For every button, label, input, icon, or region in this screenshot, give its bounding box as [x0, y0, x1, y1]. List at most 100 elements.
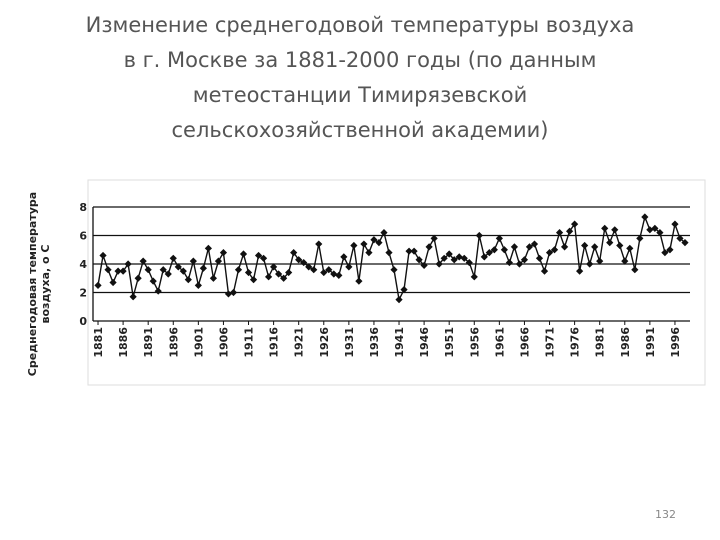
x-tick-label: 1921: [293, 327, 306, 358]
x-tick-label: 1886: [117, 327, 130, 358]
data-point: [410, 247, 418, 255]
data-point: [280, 274, 288, 282]
x-tick-label: 1971: [544, 327, 557, 358]
y-tick-label: 6: [79, 230, 87, 243]
data-point: [229, 288, 238, 297]
title-line: в г. Москве за 1881-2000 годы (по данным: [123, 48, 597, 72]
data-point: [390, 266, 398, 274]
x-tick-label: 1991: [644, 327, 657, 358]
data-point: [510, 243, 519, 251]
data-point: [204, 244, 212, 252]
data-point: [285, 268, 293, 277]
data-point: [555, 229, 564, 237]
x-tick-label: 1891: [142, 327, 155, 358]
data-point: [360, 240, 368, 248]
data-point: [315, 240, 323, 248]
data-point: [591, 243, 599, 251]
x-tick-label: 1911: [243, 327, 256, 358]
data-point: [661, 249, 669, 257]
data-point: [370, 236, 378, 244]
data-point: [475, 231, 483, 240]
x-tick-label: 1896: [167, 327, 180, 358]
data-point: [300, 258, 308, 267]
y-tick-label: 0: [79, 315, 87, 328]
data-point: [365, 249, 373, 257]
data-point: [254, 251, 263, 260]
data-point: [535, 254, 544, 262]
x-tick-label: 1946: [418, 327, 431, 358]
data-point: [480, 253, 488, 261]
data-point: [656, 229, 664, 237]
data-point: [114, 267, 122, 275]
data-point: [385, 249, 393, 257]
data-point: [159, 266, 167, 274]
y-axis-label: воздуха, о С: [39, 245, 52, 324]
data-point: [124, 260, 132, 268]
data-point: [611, 226, 619, 234]
data-point: [325, 266, 333, 274]
data-point: [596, 257, 604, 265]
data-point: [450, 256, 458, 264]
data-point: [626, 244, 634, 252]
data-point: [581, 241, 589, 250]
data-point: [490, 246, 498, 254]
data-point: [184, 276, 192, 284]
data-point: [194, 281, 202, 289]
data-point: [174, 263, 182, 271]
data-point: [641, 213, 649, 221]
data-point: [631, 266, 639, 274]
data-point: [405, 247, 413, 255]
x-tick-label: 1941: [393, 327, 406, 358]
data-point: [430, 234, 438, 242]
data-point: [149, 277, 157, 285]
x-tick-label: 1956: [468, 327, 481, 358]
x-tick-label: 1996: [669, 327, 682, 358]
data-point: [676, 234, 684, 242]
data-point: [355, 277, 363, 285]
data-point: [249, 276, 258, 284]
data-point: [681, 239, 689, 247]
x-tick-label: 1916: [268, 327, 281, 358]
data-point: [214, 257, 223, 265]
data-point: [259, 254, 268, 262]
data-point: [550, 246, 559, 254]
x-tick-label: 1906: [217, 327, 230, 358]
data-point: [540, 267, 549, 275]
page-number: 132: [655, 508, 676, 521]
data-point: [335, 271, 343, 279]
data-point: [621, 257, 629, 265]
data-point: [495, 234, 503, 242]
data-point: [395, 296, 403, 304]
data-point: [104, 266, 112, 274]
data-point: [545, 249, 554, 257]
data-point: [119, 267, 127, 275]
data-point: [616, 241, 624, 250]
data-point: [601, 224, 609, 232]
y-tick-label: 4: [79, 258, 87, 271]
x-tick-label: 1901: [192, 327, 205, 358]
data-point: [295, 256, 303, 264]
data-point: [440, 254, 448, 262]
data-point: [460, 254, 468, 262]
data-point: [275, 270, 283, 278]
data-point: [189, 257, 197, 265]
x-tick-label: 1931: [343, 327, 356, 358]
data-point: [415, 256, 423, 264]
data-point: [234, 266, 243, 274]
data-point: [320, 268, 328, 277]
data-point: [565, 227, 574, 235]
slide-title: Изменение среднегодовой температуры возд…: [0, 8, 720, 148]
x-tick-label: 1966: [518, 327, 531, 358]
title-line: сельскохозяйственной академии): [171, 118, 549, 142]
data-point: [290, 249, 298, 257]
data-point: [425, 243, 433, 251]
data-point: [154, 287, 162, 295]
data-point: [209, 274, 218, 282]
data-point: [500, 246, 508, 254]
data-point: [445, 250, 453, 258]
data-point: [380, 229, 388, 237]
data-point: [129, 293, 137, 301]
x-tick-label: 1881: [92, 327, 105, 358]
data-point: [94, 281, 102, 289]
